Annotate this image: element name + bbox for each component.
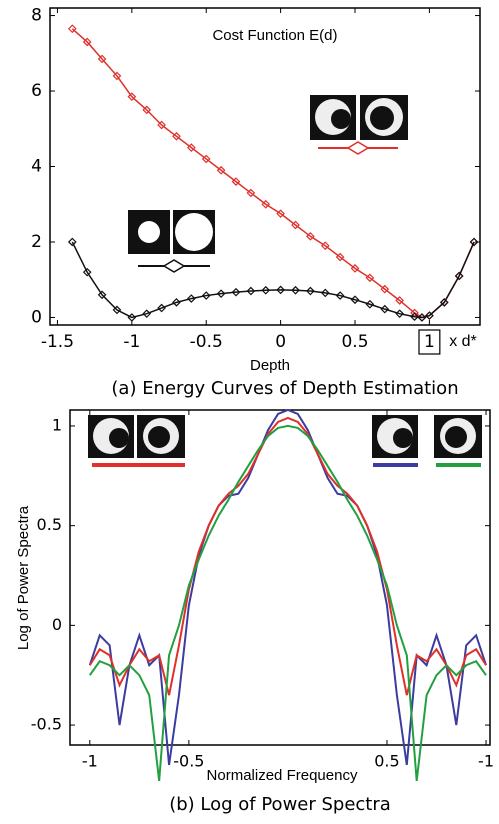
- y-tick-label: 0: [31, 307, 42, 327]
- inset-single: [372, 415, 482, 467]
- data-point: [335, 252, 345, 262]
- data-point: [276, 209, 285, 219]
- x-tick-label: 1: [424, 332, 435, 352]
- x-tick-label: -0.5: [190, 332, 223, 352]
- data-point: [425, 311, 434, 320]
- data-point: [97, 290, 107, 300]
- data-point: [380, 304, 390, 314]
- data-point: [350, 264, 360, 273]
- y-tick-label: 6: [31, 81, 42, 101]
- data-point: [231, 177, 241, 186]
- data-point: [410, 308, 419, 318]
- x-tick-label: -1: [478, 752, 494, 771]
- x-axis-label: Normalized Frequency: [207, 767, 358, 784]
- data-point: [291, 220, 300, 230]
- data-point: [291, 285, 300, 295]
- data-point: [320, 241, 330, 251]
- data-point: [97, 54, 107, 64]
- data-point: [82, 267, 92, 277]
- data-point: [127, 313, 137, 322]
- data-point: [142, 105, 152, 115]
- data-point: [231, 287, 241, 297]
- y-tick-label: -0.5: [31, 715, 62, 734]
- caption: (a) Energy Curves of Depth Estimation: [111, 378, 458, 399]
- data-point: [246, 286, 256, 296]
- data-point: [82, 37, 92, 47]
- y-tick-label: 0: [52, 615, 62, 634]
- x-tick-label: -1.5: [41, 332, 74, 352]
- x-tick-label: -0.5: [173, 752, 204, 771]
- x-axis-label: Depth: [250, 357, 290, 374]
- data-point: [320, 288, 330, 298]
- y-tick-label: 4: [31, 157, 42, 177]
- data-point: [67, 237, 77, 247]
- tick-label-box: [418, 329, 441, 355]
- data-point: [157, 120, 166, 130]
- data-point: [261, 199, 271, 209]
- x-tick-label: 0: [275, 332, 286, 352]
- data-point: [201, 291, 211, 300]
- data-point: [216, 165, 226, 175]
- data-point: [395, 296, 405, 305]
- data-point: [350, 295, 360, 305]
- y-axis-label: Log of Power Spectra: [15, 505, 32, 650]
- data-point: [439, 298, 449, 307]
- data-point: [306, 231, 315, 241]
- plot-frame: [69, 409, 491, 746]
- data-point: [454, 271, 464, 281]
- data-point: [112, 71, 122, 81]
- data-line: [88, 408, 487, 766]
- data-point: [410, 312, 419, 322]
- data-point: [127, 92, 137, 102]
- data-line: [71, 28, 475, 319]
- data-point: [469, 237, 479, 247]
- data-point: [216, 289, 226, 299]
- data-point: [142, 309, 152, 319]
- data-line: [88, 416, 487, 696]
- y-tick-label: 0.5: [37, 515, 62, 534]
- chart-title: Cost Function E(d): [212, 27, 337, 44]
- data-point: [172, 298, 181, 307]
- plot-frame: [49, 7, 481, 326]
- data-point: [187, 143, 196, 152]
- data-point: [187, 294, 196, 303]
- inset-black: [128, 210, 215, 273]
- y-tick-label: 1: [52, 415, 62, 434]
- data-line: [88, 424, 487, 782]
- data-point: [365, 299, 375, 309]
- data-point: [395, 309, 405, 319]
- data-point: [157, 303, 166, 313]
- data-point: [380, 284, 390, 294]
- x-tick-label: 0.5: [374, 752, 399, 771]
- x-unit-label: x d*: [449, 333, 477, 350]
- y-tick-label: 8: [31, 6, 42, 26]
- data-point: [261, 285, 271, 295]
- inset-pair: [88, 415, 185, 467]
- data-point: [172, 131, 181, 141]
- data-point: [201, 154, 211, 164]
- x-tick-label: -1: [82, 752, 98, 771]
- data-point: [365, 273, 375, 283]
- data-point: [306, 286, 315, 296]
- data-point: [112, 305, 122, 315]
- y-tick-label: 2: [31, 232, 42, 252]
- data-point: [335, 291, 345, 300]
- x-tick-label: 0.5: [341, 332, 368, 352]
- x-tick-label: -1: [123, 332, 140, 352]
- data-point: [246, 188, 256, 198]
- data-point: [276, 285, 285, 295]
- caption: (b) Log of Power Spectra: [169, 794, 391, 815]
- data-point: [417, 313, 427, 322]
- inset-red: [310, 95, 408, 155]
- data-point: [67, 24, 77, 34]
